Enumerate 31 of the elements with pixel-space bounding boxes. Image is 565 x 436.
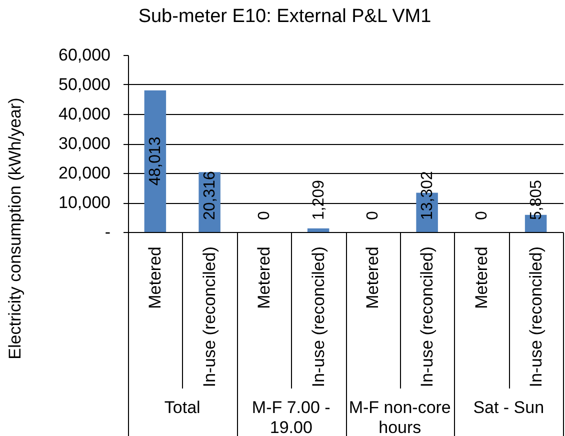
data-label: 0 <box>364 211 382 220</box>
text: M-F non-core hours <box>348 398 451 436</box>
data-label: 5,805 <box>528 180 545 220</box>
y-tick-label: - <box>104 222 110 242</box>
x-tick-label: In-use (reconciled) <box>308 246 328 388</box>
data-label: 20,316 <box>202 170 219 220</box>
x-tick-label: Metered <box>254 246 274 309</box>
x-tick-label: In-use (reconciled) <box>418 246 437 388</box>
x-tick-label: Metered <box>472 246 491 309</box>
y-axis-title: Electricity consumption (kWh/year) <box>6 98 24 360</box>
data-label: 13,302 <box>419 170 436 220</box>
y-tick-label: 50,000 <box>58 75 110 94</box>
y-tick-label: 60,000 <box>58 46 110 64</box>
data-label: 0 <box>473 211 490 220</box>
x-tick-label: In-use (reconciled) <box>200 246 220 388</box>
x-tick-label: In-use (reconciled) <box>526 246 546 388</box>
y-tick-label: 40,000 <box>58 104 110 124</box>
y-tick-label: 20,000 <box>58 164 110 182</box>
data-label: 1,209 <box>310 180 328 220</box>
text: Sat - Sun <box>473 398 544 417</box>
bar <box>144 90 166 232</box>
text: Total <box>164 398 200 417</box>
y-tick-label: 30,000 <box>58 134 110 153</box>
chart-title: Sub-meter E10: External P&L VM1 <box>138 6 432 27</box>
x-tick-label: Metered <box>363 246 382 309</box>
x-tick-label: Metered <box>146 246 165 309</box>
data-label: 48,013 <box>147 136 164 186</box>
bar <box>307 228 330 232</box>
y-tick-label: 10,000 <box>58 193 110 212</box>
data-label: 0 <box>256 211 273 220</box>
text: M-F 7.00 - 19.00 <box>252 398 330 436</box>
